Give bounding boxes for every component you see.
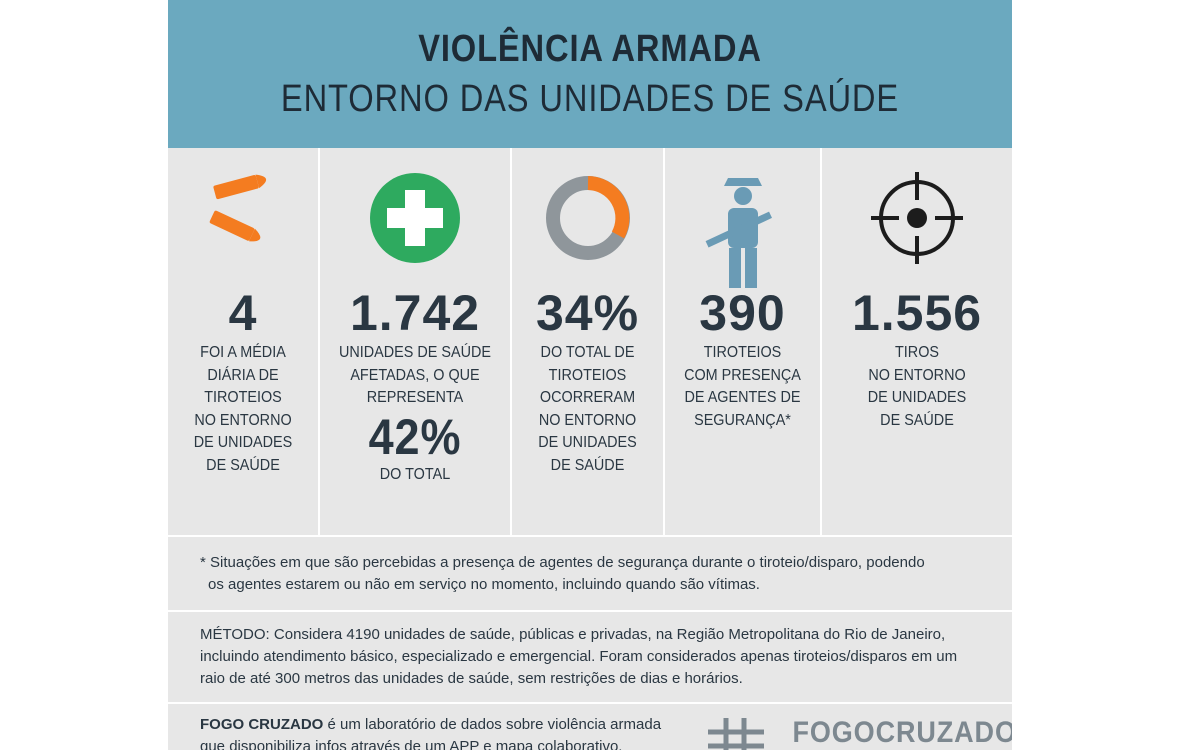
icon <box>545 176 630 260</box>
label-line: FOI A MÉDIA <box>200 344 286 361</box>
label-line: SEGURANÇA* <box>694 411 791 429</box>
subtitle: ENTORNO DAS UNIDADES DE SAÚDE <box>280 78 900 120</box>
label-line: COM PRESENÇA <box>684 366 801 384</box>
stat-column: 390 TIROTEIOS COM PRESENÇA DE AGENTES DE SEG… <box>665 148 822 535</box>
footer-line: FOGO CRUZADO é um laboratório de dados s… <box>200 714 661 736</box>
method: MÉTODO: Considera 4190 unidades de saúde… <box>200 624 957 690</box>
header: VIOLÊNCIA ARMADA ENTORNO DAS UNIDADES DE… <box>168 0 1012 148</box>
label-line: DO TOTAL <box>379 465 451 483</box>
stat-icon <box>869 170 965 271</box>
label-line: DE UNIDADES <box>193 434 293 451</box>
icon <box>705 178 772 288</box>
logo-mark <box>708 718 764 750</box>
stat-highlight: 42% <box>368 408 462 465</box>
icon <box>370 173 460 263</box>
stat-column: 1.742 UNIDADES DE SAÚDE AFETADAS, O QUE REP… <box>320 148 512 535</box>
separator <box>168 535 1012 537</box>
label-line: OCORRERAM <box>539 389 636 406</box>
icon <box>209 174 267 242</box>
stat-value: 4 <box>228 285 258 341</box>
stat-value: 34% <box>535 285 640 341</box>
label-line: DO TOTAL DE <box>540 344 635 361</box>
method-line: incluindo atendimento básico, especializ… <box>200 648 958 665</box>
label-line: DE SAÚDE <box>206 456 280 474</box>
stat-column: 1.556 TIROS NO ENTORNO DE UNIDADES DE SAÚDE <box>822 148 1012 535</box>
method-line: MÉTODO: Considera 4190 unidades de saúde… <box>200 626 946 643</box>
stat-label: UNIDADES DE SAÚDE AFETADAS, O QUE REPRESEN… <box>330 342 501 486</box>
label-line: NO ENTORNO <box>538 411 637 429</box>
infographic: VIOLÊNCIA ARMADA ENTORNO DAS UNIDADES DE… <box>168 0 1012 750</box>
footnote-line: * Situações em que são percebidas a pres… <box>200 554 925 571</box>
label-line: TIROS <box>894 344 939 361</box>
footnote: * Situações em que são percebidas a pres… <box>200 552 925 596</box>
stat-value: 390 <box>699 285 786 341</box>
stat-column: 34% DO TOTAL DE TIROTEIOS OCORRERAM NO ENTOR… <box>512 148 665 535</box>
icon <box>871 172 963 264</box>
label-line: DIÁRIA DE <box>207 366 279 384</box>
footer-line: que disponibiliza infos através de um AP… <box>200 738 623 750</box>
title: VIOLÊNCIA ARMADA <box>418 28 762 70</box>
stat-column: 4 FOI A MÉDIA DIÁRIA DE TIROTEIOS NO ENTORNO… <box>168 148 320 535</box>
stat-label: FOI A MÉDIA DIÁRIA DE TIROTEIOS NO ENTORNO D… <box>176 342 311 477</box>
separator <box>168 702 1012 704</box>
label-line: NO ENTORNO <box>194 411 292 429</box>
brand: FOGO CRUZADO <box>200 716 324 733</box>
label-line: AFETADAS, O QUE <box>350 366 480 384</box>
stat-label: TIROTEIOS COM PRESENÇA DE AGENTES DE SEGURA… <box>673 342 813 432</box>
stat-icon <box>540 170 636 271</box>
label-line: DE AGENTES DE <box>684 389 801 406</box>
footer-text: FOGO CRUZADO é um laboratório de dados s… <box>200 714 661 750</box>
label-line: NO ENTORNO <box>868 366 966 384</box>
label-line: TIROTEIOS <box>703 344 782 361</box>
label-line: DE UNIDADES <box>538 434 637 451</box>
stat-value: 1.742 <box>349 285 481 341</box>
label-line: REPRESENTA <box>366 389 464 406</box>
label-line: TIROTEIOS <box>548 366 627 384</box>
label-line: DE SAÚDE <box>550 456 625 474</box>
label-line: DE SAÚDE <box>880 411 954 429</box>
stat-icon <box>698 170 788 295</box>
stat-label: DO TOTAL DE TIROTEIOS OCORRERAM NO ENTORNO D… <box>520 342 656 477</box>
stat-value: 1.556 <box>851 285 983 341</box>
method-line: raio de até 300 metros das unidades de s… <box>200 670 743 687</box>
footnote-line: os agentes estarem ou não em serviço no … <box>208 576 760 593</box>
stat-icon <box>367 170 463 271</box>
separator <box>168 610 1012 612</box>
logo: FOGOCRUZADO <box>792 716 1012 749</box>
footer-text: é um laboratório de dados sobre violênci… <box>327 716 662 733</box>
label-line: UNIDADES DE SAÚDE <box>338 344 492 361</box>
label-line: TIROTEIOS <box>204 389 282 406</box>
stat-icon <box>203 170 283 255</box>
label-line: DE UNIDADES <box>867 389 967 406</box>
stat-label: TIROS NO ENTORNO DE UNIDADES DE SAÚDE <box>832 342 1003 432</box>
